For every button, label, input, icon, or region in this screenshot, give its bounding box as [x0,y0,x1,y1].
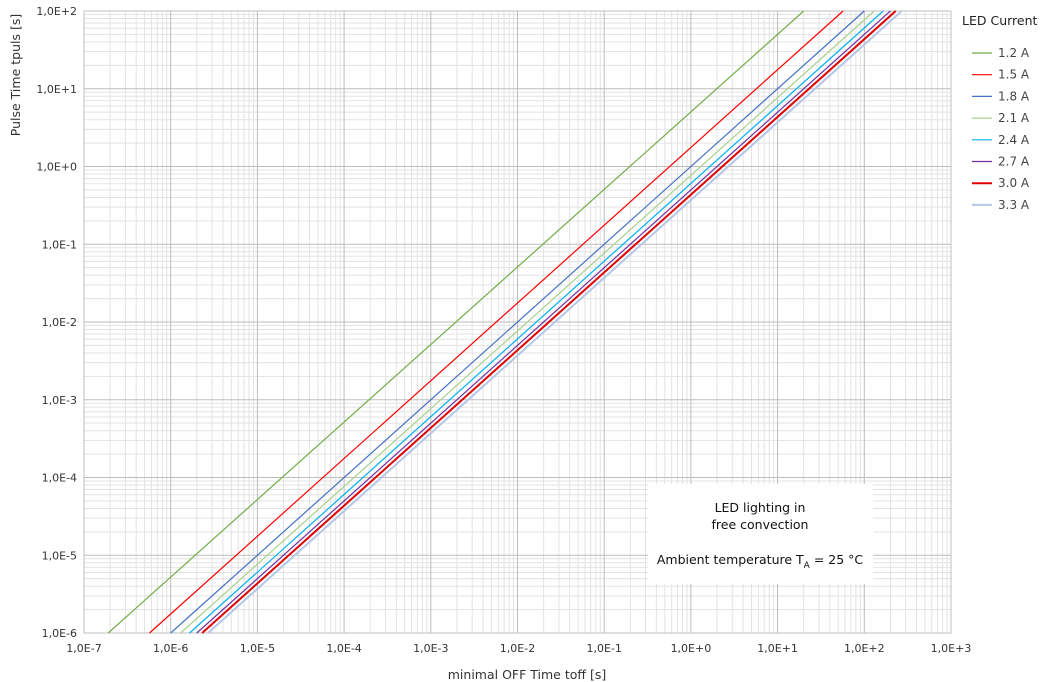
y-tick-label: 1,0E-2 [42,316,77,329]
legend-label: 1.2 A [998,46,1030,60]
series-line-2-1-a [180,10,875,634]
series-line-2-4-a [189,10,884,634]
annotation-temp-subscript: A [804,561,811,571]
x-tick-label: 1,0E-6 [153,642,188,655]
x-tick-label: 1,0E+3 [931,642,972,655]
series-line-3-0-a [201,10,897,634]
y-axis-title: Pulse Time tpuls [s] [8,14,23,136]
annotation-line-3: Ambient temperature TA = 25 °C [657,552,864,571]
legend-label: 1.8 A [998,89,1030,103]
annotation-line-2: free convection [712,517,809,532]
series-line-1-8-a [170,10,865,634]
legend: LED Current 1.2 A 1.5 A 1.8 A 2.1 A 2.4 A 2.7… [962,13,1038,212]
x-tick-label: 1,0E-4 [326,642,361,655]
annotation-temp-prefix: Ambient temperature T [657,552,804,567]
y-tick-label: 1,0E-4 [42,472,77,485]
plot-area-frame [83,10,952,634]
y-axis-tick-labels: 1,0E-6 1,0E-5 1,0E-4 1,0E-3 1,0E-2 1,0E-1 1,0E… [36,5,77,640]
annotation-box: LED lighting in free convection Ambient … [648,484,873,584]
legend-label: 2.1 A [998,111,1030,125]
series-line-2-7-a [196,10,891,634]
legend-label: 2.7 A [998,155,1030,169]
annotation-line-1: LED lighting in [715,500,806,515]
y-tick-label: 1,0E+0 [36,161,77,174]
series-line-1-5-a [149,10,844,634]
legend-label: 2.4 A [998,133,1030,147]
y-tick-label: 1,0E+1 [36,83,77,96]
legend-label: 3.0 A [998,176,1030,190]
y-tick-label: 1,0E-5 [42,549,77,562]
legend-label: 1.5 A [998,68,1030,82]
x-tick-label: 1,0E-5 [240,642,275,655]
y-tick-label: 1,0E-6 [42,627,77,640]
series-line-1-2-a [107,10,805,634]
x-axis-title: minimal OFF Time toff [s] [448,667,606,682]
annotation-background [648,484,873,584]
y-tick-label: 1,0E+2 [36,5,77,18]
series-lines [107,10,903,634]
legend-title: LED Current [962,13,1038,28]
x-tick-label: 1,0E+1 [757,642,798,655]
annotation-temp-suffix: = 25 °C [810,552,864,567]
x-tick-label: 1,0E+0 [671,642,712,655]
series-line-3-3-a [207,10,903,634]
x-tick-label: 1,0E-3 [413,642,448,655]
x-axis-tick-labels: 1,0E-7 1,0E-6 1,0E-5 1,0E-4 1,0E-3 1,0E-2 1,0E… [66,642,971,655]
legend-label: 3.3 A [998,198,1030,212]
x-tick-label: 1,0E-7 [66,642,101,655]
x-tick-label: 1,0E-2 [500,642,535,655]
y-tick-label: 1,0E-3 [42,394,77,407]
x-tick-label: 1,0E+2 [844,642,885,655]
y-tick-label: 1,0E-1 [42,238,77,251]
x-tick-label: 1,0E-1 [586,642,621,655]
